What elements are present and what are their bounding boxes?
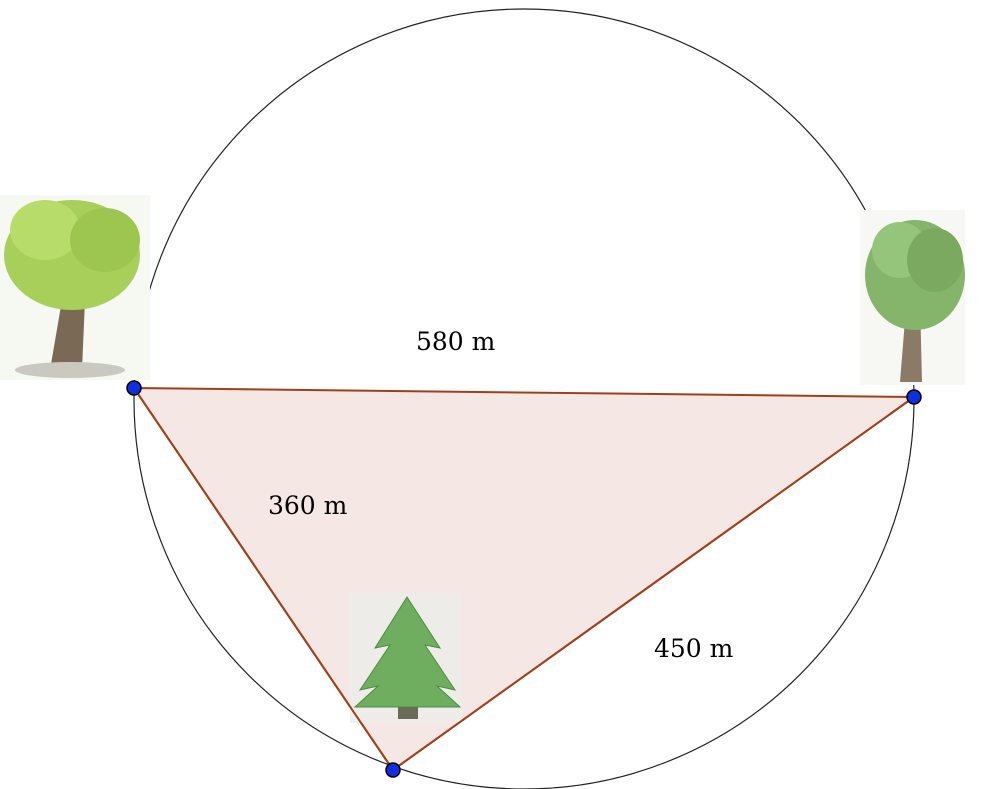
pine-tree bbox=[350, 593, 462, 723]
right-tree bbox=[860, 210, 965, 385]
edge-label: 450 m bbox=[654, 634, 734, 663]
triangle bbox=[134, 388, 914, 770]
vertex bbox=[386, 763, 400, 777]
vertex bbox=[127, 381, 141, 395]
vertex bbox=[907, 390, 921, 404]
edge-label: 360 m bbox=[268, 491, 348, 520]
page: 580 m 360 m 450 m (() => { const data = … bbox=[0, 0, 993, 789]
left-tree bbox=[0, 195, 150, 380]
edge-label: 580 m bbox=[416, 327, 496, 356]
diagram: 580 m 360 m 450 m bbox=[0, 0, 993, 789]
